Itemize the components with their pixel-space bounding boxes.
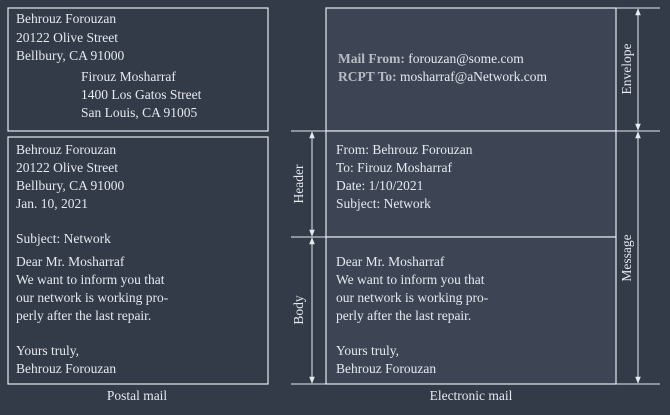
letter-line: Behrouz Forouzan (16, 361, 116, 376)
mail-from-value: forouzan@some.com (408, 51, 524, 66)
letter-line: 20122 Olive Street (16, 160, 118, 175)
header-label: Header (291, 164, 306, 203)
sender-line: Behrouz Forouzan (16, 11, 116, 26)
postal-letter-text: Behrouz Forouzan 20122 Olive Street Bell… (16, 142, 169, 376)
rcpt-to-label: RCPT To: (338, 69, 397, 84)
letter-line: Subject: Network (16, 231, 111, 246)
header-line: From: Behrouz Forouzan (336, 142, 473, 157)
rcpt-to-value: mosharraf@aNetwork.com (400, 69, 548, 84)
body-line: our network is working pro- (336, 290, 489, 305)
envelope-label: Envelope (619, 44, 634, 95)
body-line: We want to inform you that (336, 272, 485, 287)
body-line: Yours truly, (336, 343, 399, 358)
body-line: Dear Mr. Mosharraf (336, 254, 445, 269)
rcpt-to: RCPT To: mosharraf@aNetwork.com (338, 69, 548, 84)
body-label: Body (291, 295, 306, 325)
message-label: Message (619, 234, 634, 281)
mail-from: Mail From: forouzan@some.com (338, 51, 524, 66)
recipient-line: 1400 Los Gatos Street (81, 87, 202, 102)
postal-letter (7, 136, 269, 385)
body-line: perly after the last repair. (336, 308, 471, 323)
caption: Postal mail (107, 388, 168, 403)
email-body (325, 236, 617, 385)
letter-line: Yours truly, (16, 343, 79, 358)
postal-envelope (7, 7, 269, 132)
caption: Electronic mail (430, 388, 513, 403)
recipient-line: Firouz Mosharraf (81, 69, 176, 84)
letter-line: Behrouz Forouzan (16, 142, 116, 157)
mail-from-label: Mail From: (338, 51, 405, 66)
sender-line: 20122 Olive Street (16, 30, 118, 45)
brackets (291, 7, 660, 385)
header-line: To: Firouz Mosharraf (336, 160, 453, 175)
body-line: Behrouz Forouzan (336, 361, 436, 376)
postal-envelope-text: Behrouz Forouzan 20122 Olive Street Bell… (16, 11, 202, 120)
letter-line: Bellbury, CA 91000 (16, 178, 125, 193)
recipient-line: San Louis, CA 91005 (81, 105, 198, 120)
letter-line: Dear Mr. Mosharraf (16, 254, 125, 269)
letter-line: our network is working pro- (16, 290, 169, 305)
letter-line: Jan. 10, 2021 (16, 196, 88, 211)
sender-line: Bellbury, CA 91000 (16, 48, 125, 63)
letter-line: perly after the last repair. (16, 308, 151, 323)
letter-line: We want to inform you that (16, 272, 165, 287)
email-envelope (325, 7, 617, 132)
header-line: Subject: Network (336, 196, 431, 211)
header-line: Date: 1/10/2021 (336, 178, 423, 193)
